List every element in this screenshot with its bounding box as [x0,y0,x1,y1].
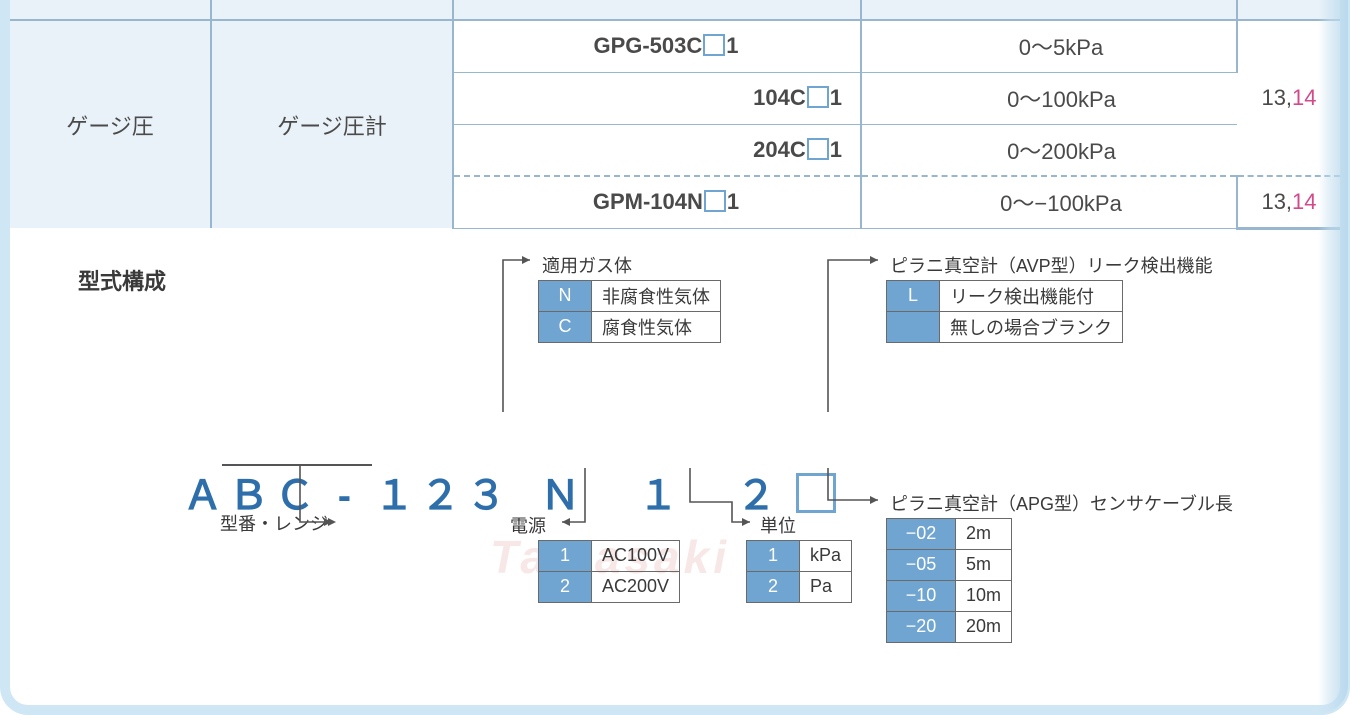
unit-table: 1kPa 2Pa [746,540,852,603]
power-label: 電源 [510,512,546,538]
power-table: 1AC100V 2AC200V [538,540,680,603]
gas-label: 適用ガス体 [542,252,632,278]
model-code-diagram: 型式構成 Tamasaki ＡＢＣ - １２３Ｎ１２ 適用ガス体 N非腐食性気体… [10,230,1340,650]
cable-table: −022m −055m −1010m −2020m [886,518,1012,643]
leak-table: Lリーク検出機能付 無しの場合ブランク [886,280,1123,343]
leak-label: ピラニ真空計（AVP型）リーク検出機能 [890,252,1213,278]
range-cell: 0〜−100kPa [861,176,1237,228]
table-row: GPM-104N1 [453,176,861,228]
page-ref-cell: 13,14 [1237,20,1340,176]
table-row: 104C1 [453,72,861,124]
unit-label: 単位 [760,512,796,538]
model-range-label: 型番・レンジ [220,510,328,536]
spec-table: ゲージ圧 ゲージ圧計 GPG-503C1 0〜5kPa 13,14 104C1 … [10,0,1340,230]
cable-label: ピラニ真空計（APG型）センサケーブル長 [890,490,1233,516]
subcategory-cell: ゲージ圧計 [211,20,453,228]
diagram-title: 型式構成 [78,264,166,296]
outline-box-icon [796,473,836,513]
model-code-line: ＡＢＣ - １２３Ｎ１２ [80,418,836,566]
category-cell: ゲージ圧 [10,20,211,228]
table-row: 204C1 [453,124,861,176]
table-row: GPG-503C1 [453,20,861,72]
page-ref-cell: 13,14 [1237,176,1340,228]
range-cell: 0〜5kPa [861,20,1237,72]
gas-table: N非腐食性気体 C腐食性気体 [538,280,721,343]
range-cell: 0〜200kPa [861,124,1237,176]
range-cell: 0〜100kPa [861,72,1237,124]
